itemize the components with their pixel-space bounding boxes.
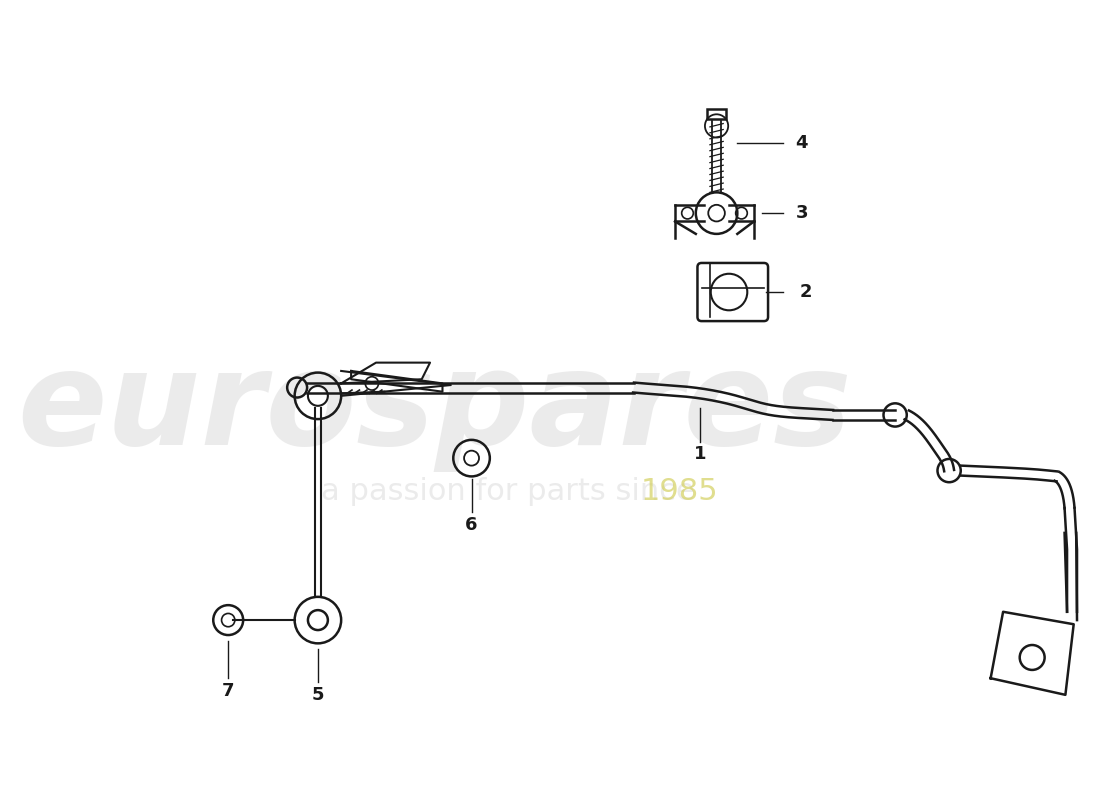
- Text: 1985: 1985: [640, 477, 718, 506]
- Text: 1: 1: [694, 445, 706, 463]
- Text: 6: 6: [465, 515, 477, 534]
- Text: 4: 4: [795, 134, 808, 151]
- Text: a passion for parts since: a passion for parts since: [321, 477, 705, 506]
- Polygon shape: [351, 371, 442, 392]
- Polygon shape: [341, 371, 451, 396]
- Polygon shape: [341, 362, 430, 383]
- Text: 7: 7: [222, 682, 234, 700]
- Text: 2: 2: [800, 283, 812, 301]
- Text: eurospares: eurospares: [16, 345, 851, 472]
- Text: 3: 3: [795, 204, 808, 222]
- Text: 5: 5: [311, 686, 324, 704]
